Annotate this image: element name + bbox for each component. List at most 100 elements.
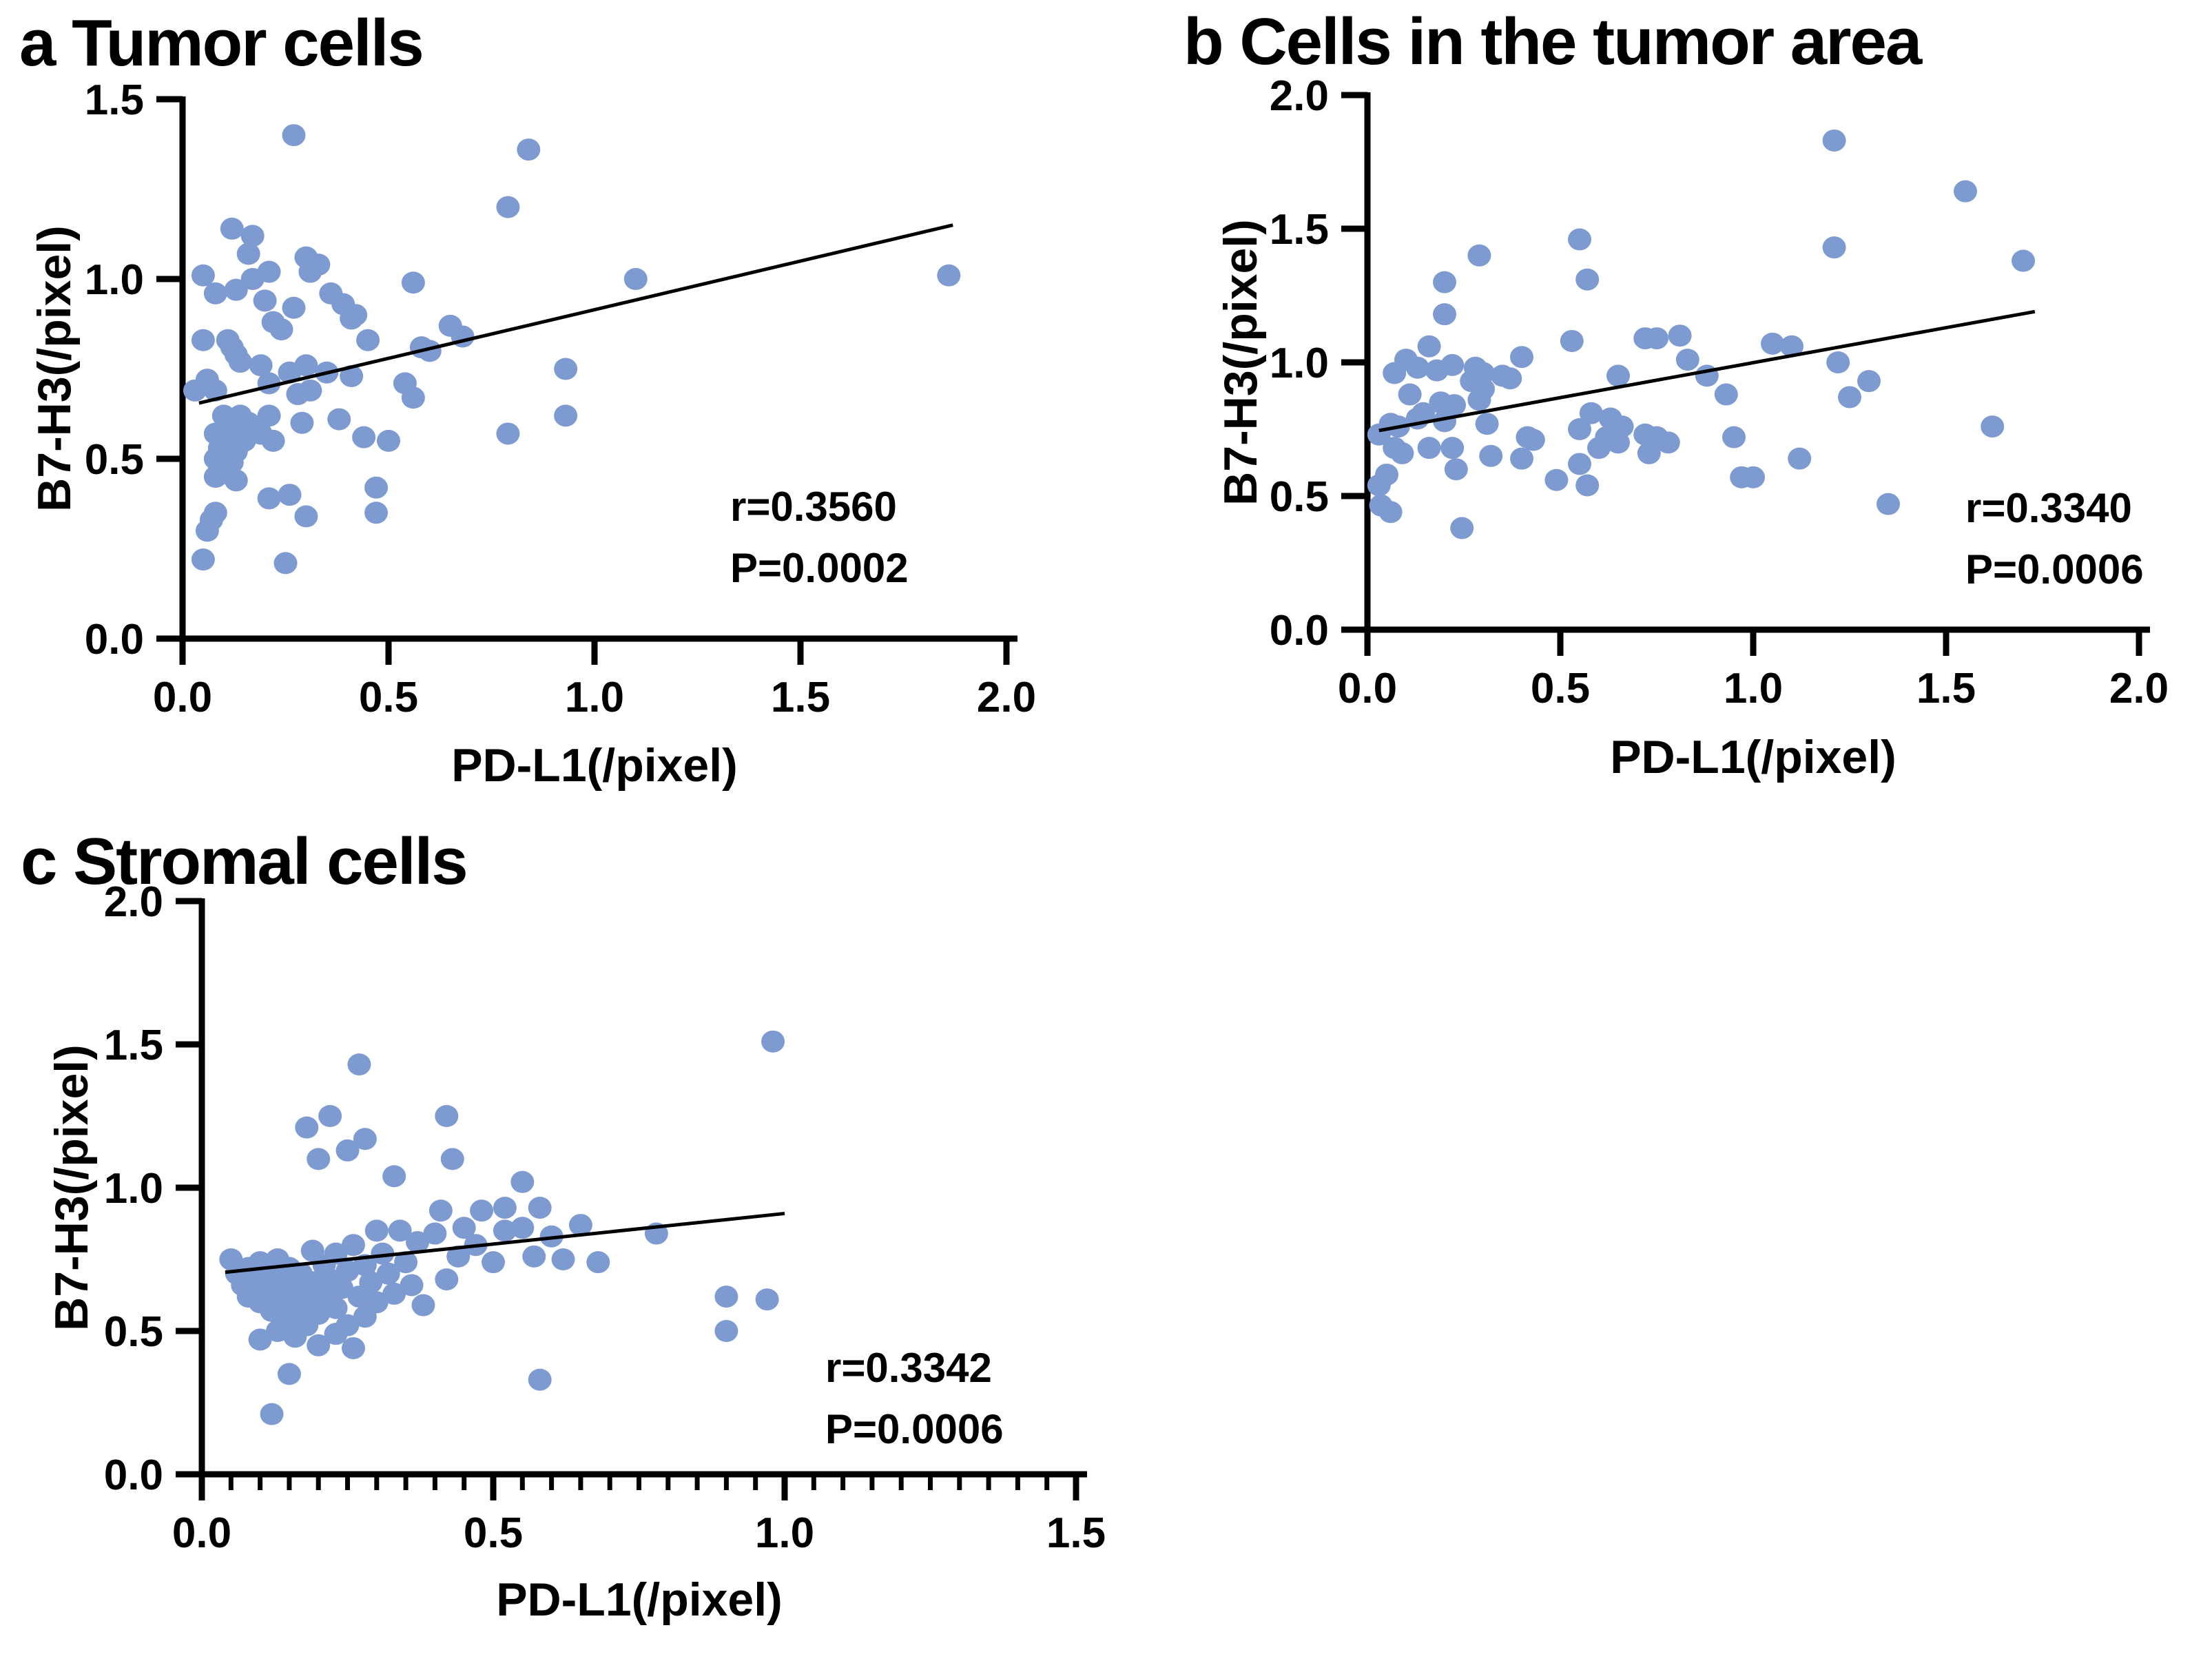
panel-b-data-point (1637, 442, 1661, 464)
panel-b-y-tick-label: 0.5 (1270, 473, 1329, 521)
panel-c-data-point (435, 1105, 459, 1127)
panel-b-data-point (1498, 367, 1522, 390)
panel-a-data-point (240, 225, 265, 247)
panel-c-data-point (307, 1148, 331, 1170)
panel-b-data-point (1761, 332, 1784, 355)
panel-a-data-point (290, 411, 314, 434)
panel-a-data-point (496, 196, 520, 218)
panel-a-data-point (211, 404, 236, 427)
panel-b-data-point (1954, 180, 1977, 203)
panel-b-data-point (1722, 426, 1746, 448)
panel-c-data-point (341, 1336, 365, 1359)
panel-c-data-point (341, 1234, 365, 1257)
panel-c-data-point (411, 1294, 435, 1317)
panel-b-data-point (1560, 329, 1584, 352)
panel-b-trend-line (1378, 309, 2036, 433)
panel-a-data-point (344, 304, 368, 327)
panel-c-data-point (510, 1217, 535, 1239)
panel-a-x-tick-label: 0.5 (359, 674, 418, 721)
panel-b-data-point (1568, 453, 1591, 475)
panel-c-data-point (423, 1222, 447, 1245)
panel-c-data-point (335, 1139, 360, 1162)
panel-a-data-point (377, 429, 400, 452)
panel-b-data-point (1378, 501, 1403, 524)
panel-c-data-point (295, 1116, 319, 1139)
panel-a-data-point (191, 264, 215, 287)
panel-a-y-tick-label: 0.0 (85, 616, 144, 663)
panel-a-data-point (228, 404, 252, 427)
panel-b-data-point (1606, 364, 1630, 387)
panel-b-data-point (1981, 415, 2005, 438)
panel-b-data-point (1714, 383, 1738, 406)
panel-b-data-point (1510, 346, 1533, 369)
panel-a-data-point (327, 408, 351, 431)
panel-b-annotation: r=0.3340 P=0.0006 (1965, 478, 2144, 601)
panel-b-data-point (1610, 415, 1634, 438)
panel-c-x-tick-label: 1.0 (755, 1509, 814, 1557)
panel-c-data-point (510, 1170, 535, 1193)
panel-a-data-point (228, 351, 252, 373)
panel-c-data-point (528, 1197, 552, 1219)
panel-b-data-point (1568, 418, 1591, 440)
panel-c-data-point (382, 1282, 406, 1305)
panel-a-data-point (203, 502, 227, 524)
panel-a-data-point (249, 354, 273, 377)
panel-a-data-point (257, 404, 281, 427)
panel-b-data-point (1440, 437, 1465, 460)
panel-b-data-point (1838, 386, 1861, 409)
panel-c-yaxis-label: B7-H3(/pixel) (45, 1044, 98, 1331)
panel-c-data-point (714, 1286, 738, 1308)
panel-b-data-point (1417, 437, 1441, 460)
panel-a-data-point (220, 217, 244, 240)
panel-b-data-point (1544, 468, 1569, 491)
panel-b-data-point (1475, 413, 1499, 435)
panel-a-annotation: r=0.3560 P=0.0002 (730, 477, 909, 599)
panel-a-r-value: r=0.3560 (730, 484, 897, 530)
panel-c-data-point (353, 1128, 377, 1150)
panel-c-data-point (470, 1199, 494, 1222)
panel-a-data-point (282, 124, 306, 147)
panel-c-y-tick-label: 0.0 (104, 1452, 163, 1499)
panel-a-p-value: P=0.0002 (730, 544, 909, 591)
panel-c-y-tick-label: 1.0 (104, 1165, 163, 1212)
panel-a-data-point (236, 242, 260, 265)
panel-b-data-point (1730, 466, 1754, 488)
panel-c-data-point (324, 1323, 348, 1345)
panel-a-yaxis-label: B7-H3(/pixel) (28, 225, 81, 512)
panel-b-data-point (1780, 335, 1803, 358)
panel-a-data-point (203, 282, 227, 305)
panel-c-data-point (277, 1363, 301, 1385)
panel-b-data-point (1450, 517, 1474, 539)
panel-a-x-tick-label: 0.0 (153, 674, 212, 721)
panel-a-data-point (364, 502, 389, 524)
panel-c-data-point (522, 1245, 546, 1268)
panel-a-data-point (273, 552, 298, 575)
panel-b-data-point (1398, 383, 1422, 406)
panel-a-data-point (340, 364, 364, 387)
panel-a-x-tick-label: 1.5 (771, 674, 830, 721)
panel-a-data-point (203, 379, 227, 402)
panel-c-data-point (364, 1291, 389, 1314)
panel-b-data-point (1645, 327, 1668, 350)
panel-b-data-point (1467, 389, 1491, 411)
panel-c-data-point (428, 1199, 453, 1222)
panel-a-data-point (517, 138, 541, 161)
panel-b-data-point (1826, 351, 1850, 373)
panel-b-y-tick-label: 1.0 (1270, 340, 1329, 387)
panel-c-data-point (318, 1105, 342, 1127)
panel-b-y-tick-label: 0.0 (1270, 607, 1329, 654)
panel-b-y-tick-label: 2.0 (1270, 72, 1329, 120)
panel-c-data-point (388, 1219, 412, 1242)
panel-b-data-point (1656, 431, 1680, 454)
panel-a-data-point (253, 289, 277, 312)
panel-a-data-point (356, 329, 380, 351)
panel-b-data-point (1668, 324, 1692, 347)
panel-c-data-point (586, 1251, 610, 1274)
panel-c-data-point (446, 1245, 471, 1268)
panel-a-data-point (257, 260, 281, 283)
panel-c-data-point (482, 1251, 505, 1274)
panel-b-data-point (1443, 394, 1466, 417)
panel-c-data-point (260, 1403, 284, 1425)
